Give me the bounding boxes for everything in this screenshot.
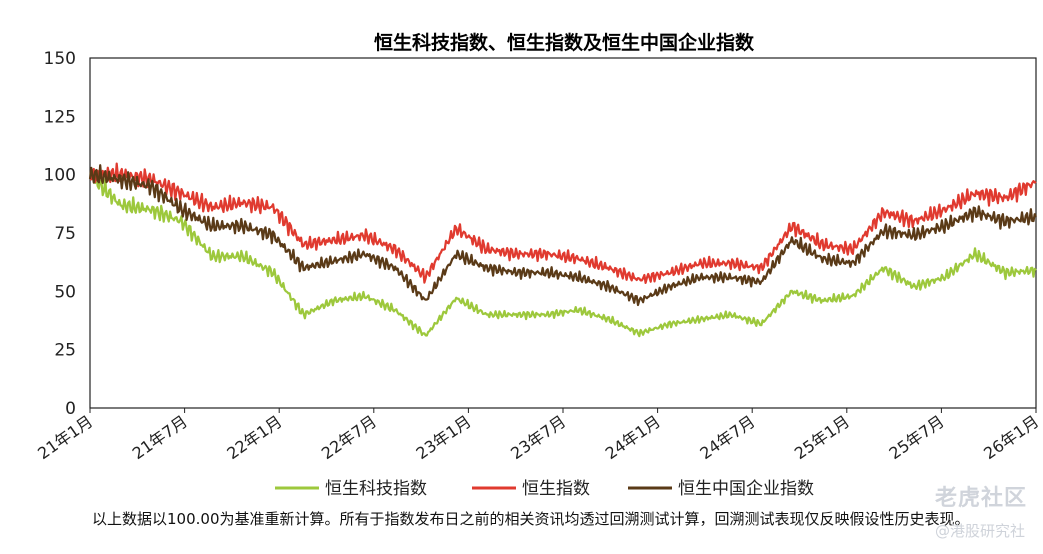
x-tick-label: 21年1月 <box>34 412 96 463</box>
x-tick-label: 25年1月 <box>791 412 853 463</box>
y-tick-label: 150 <box>44 49 76 69</box>
y-tick-label: 25 <box>54 341 76 361</box>
y-tick-label: 0 <box>65 399 76 419</box>
watermark-handle: @港股研究社 <box>934 522 1025 540</box>
legend: 恒生科技指数 恒生指数 恒生中国企业指数 <box>275 479 814 499</box>
legend-label: 恒生指数 <box>522 479 590 499</box>
x-tick-label: 22年1月 <box>223 412 285 463</box>
watermark: 老虎社区 <box>934 486 1027 511</box>
legend-label: 恒生中国企业指数 <box>678 479 814 499</box>
x-tick-label: 22年7月 <box>318 412 380 463</box>
x-tick-label: 25年7月 <box>886 412 948 463</box>
x-tick-label: 23年1月 <box>413 412 475 463</box>
x-tick-label: 23年7月 <box>507 412 569 463</box>
series-lines <box>88 162 1037 338</box>
footnote: 以上数据以100.00为基准重新计算。所有于指数发布日之前的相关资讯均透过回溯测… <box>92 510 970 528</box>
x-axis: 21年1月 21年7月 22年1月 22年7月 23年1月 23年7月 24年1月 24年7月… <box>34 408 1042 463</box>
series-line-0 <box>89 171 1037 338</box>
y-tick-label: 75 <box>54 224 76 244</box>
x-tick-label: 21年7月 <box>129 412 191 463</box>
y-tick-label: 100 <box>44 166 76 186</box>
y-tick-label: 125 <box>44 107 76 127</box>
legend-label: 恒生科技指数 <box>325 479 427 499</box>
y-tick-label: 50 <box>54 282 76 302</box>
series-line-2 <box>88 164 1037 307</box>
x-tick-label: 26年1月 <box>980 412 1042 463</box>
x-tick-label: 24年7月 <box>696 412 758 463</box>
y-axis: 150 125 100 75 50 25 0 <box>44 49 76 419</box>
chart-title: 恒生科技指数、恒生指数及恒生中国企业指数 <box>374 31 755 54</box>
x-tick-label: 24年1月 <box>602 412 664 463</box>
series-line-1 <box>89 162 1037 284</box>
